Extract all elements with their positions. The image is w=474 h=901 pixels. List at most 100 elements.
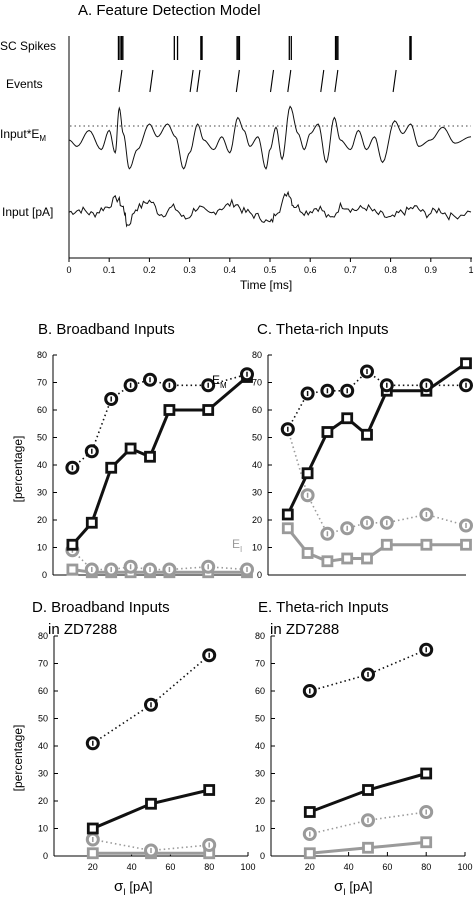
y-tick-label: 60 [38, 686, 48, 696]
event-mark [149, 69, 154, 93]
panel-a-x-tick-label: 0.7 [344, 265, 357, 275]
series-label-em-sub: M [220, 381, 227, 390]
y-tick-label: 70 [38, 659, 48, 669]
data-point [361, 428, 373, 441]
data-point [362, 784, 374, 796]
panel-e: E. Theta-rich Inputs in ZD7288 0 10 20 30 40… [255, 599, 473, 872]
panel-c: C. Theta-rich Inputs 0 10 20 30 40 50 60 70 80 [252, 321, 473, 580]
panel-a-x-tick-label: 1 [468, 265, 473, 275]
x-tick-label: 40 [344, 862, 354, 872]
panel-d: D. Broadband Inputs in ZD7288 0 10 20 30 40 5… [32, 599, 256, 872]
panel-a-x-tick-label: 0.4 [224, 265, 237, 275]
y-tick-label: 30 [252, 488, 262, 498]
panel-d-title: D. Broadband Inputs [32, 599, 170, 616]
row-label-spikes: SC Spikes [0, 39, 56, 53]
data-point [203, 784, 216, 796]
data-point [301, 467, 314, 480]
event-marks [118, 69, 397, 93]
event-mark [196, 69, 201, 93]
y-tick-label: 30 [37, 488, 47, 498]
data-point [420, 767, 433, 780]
y-tick-label: 40 [252, 460, 262, 470]
event-mark [269, 69, 275, 93]
data-point [341, 412, 354, 425]
y-tick-label: 30 [255, 769, 265, 779]
data-point [281, 522, 294, 535]
series-line [92, 654, 210, 744]
y-tick-label: 50 [37, 433, 47, 443]
y-tick-label: 0 [42, 570, 47, 580]
y-tick-label: 40 [255, 741, 265, 751]
series-label-ei-main: E [232, 537, 240, 551]
data-point [420, 836, 433, 849]
data-point [124, 442, 137, 455]
y-tick-label: 10 [252, 543, 262, 553]
y-tick-label: 0 [257, 570, 262, 580]
x-tick-label: 80 [204, 862, 214, 872]
data-point [202, 404, 215, 416]
row-label-filtered: Input*EM [0, 127, 46, 143]
data-point [321, 555, 334, 568]
data-point [66, 563, 79, 576]
event-mark [118, 69, 123, 93]
data-point [301, 547, 314, 559]
x-tick-label: 60 [165, 862, 175, 872]
x-tick-label: 100 [457, 862, 472, 872]
panel-c-plot: 0 10 20 30 40 50 60 70 80 [252, 350, 473, 580]
series-label-ei-sub: I [240, 545, 242, 554]
spike-raster [117, 36, 412, 60]
panel-c-title: C. Theta-rich Inputs [257, 321, 388, 338]
row-label-filtered-main: Input*E [0, 127, 39, 141]
y-tick-label: 50 [252, 433, 262, 443]
y-tick-label: 80 [37, 350, 47, 360]
panel-d-x-label-main: σ [114, 878, 124, 895]
panel-e-plot: 0 10 20 30 40 50 60 70 80 20 40 60 80 100 [255, 631, 473, 872]
series-label-em-main: E [212, 373, 220, 387]
y-tick-label: 0 [260, 851, 265, 861]
y-tick-label: 50 [255, 714, 265, 724]
data-point [460, 357, 472, 370]
data-point [86, 847, 99, 860]
event-mark [392, 69, 397, 93]
series-line [286, 527, 466, 563]
y-tick-label: 80 [252, 350, 262, 360]
panel-d-y-label: [percentage] [11, 725, 25, 792]
panel-d-plot: 0 10 20 30 40 50 60 70 80 20 40 60 80 100 [38, 631, 256, 872]
data-point [362, 841, 374, 854]
y-tick-label: 10 [38, 824, 48, 834]
series-line [71, 549, 248, 571]
data-point [105, 461, 118, 474]
panel-b-title: B. Broadband Inputs [38, 321, 175, 338]
panel-e-x-label-unit: [pA] [346, 879, 373, 894]
data-point [85, 516, 98, 529]
data-point [145, 797, 157, 810]
data-point [86, 822, 99, 835]
panel-a-x-label: Time [ms] [240, 278, 292, 292]
y-tick-label: 20 [255, 796, 265, 806]
y-tick-label: 70 [37, 378, 47, 388]
y-tick-label: 30 [38, 769, 48, 779]
y-tick-label: 60 [37, 405, 47, 415]
event-mark [189, 69, 194, 93]
series-line [71, 375, 248, 546]
input-em-trace [68, 105, 472, 170]
data-point [144, 450, 156, 463]
panel-a-x-tick-label: 0.9 [425, 265, 438, 275]
data-point [303, 847, 316, 860]
y-tick-label: 80 [38, 631, 48, 641]
data-point [460, 538, 472, 551]
panel-d-subtitle: in ZD7288 [48, 621, 117, 638]
row-label-input: Input [pA] [2, 205, 53, 219]
series-line [287, 429, 467, 535]
data-point [303, 806, 316, 818]
panel-a-x-tick-label: 0.8 [384, 265, 397, 275]
x-tick-label: 100 [240, 862, 255, 872]
panel-e-subtitle: in ZD7288 [270, 621, 339, 638]
y-tick-label: 40 [37, 460, 47, 470]
y-tick-label: 80 [255, 631, 265, 641]
panel-a-title: A. Feature Detection Model [78, 2, 261, 19]
y-tick-label: 60 [252, 405, 262, 415]
event-mark [235, 69, 240, 93]
panel-a-x-tick-label: 0.3 [183, 265, 196, 275]
panel-a-x-tick-label: 0.5 [264, 265, 277, 275]
